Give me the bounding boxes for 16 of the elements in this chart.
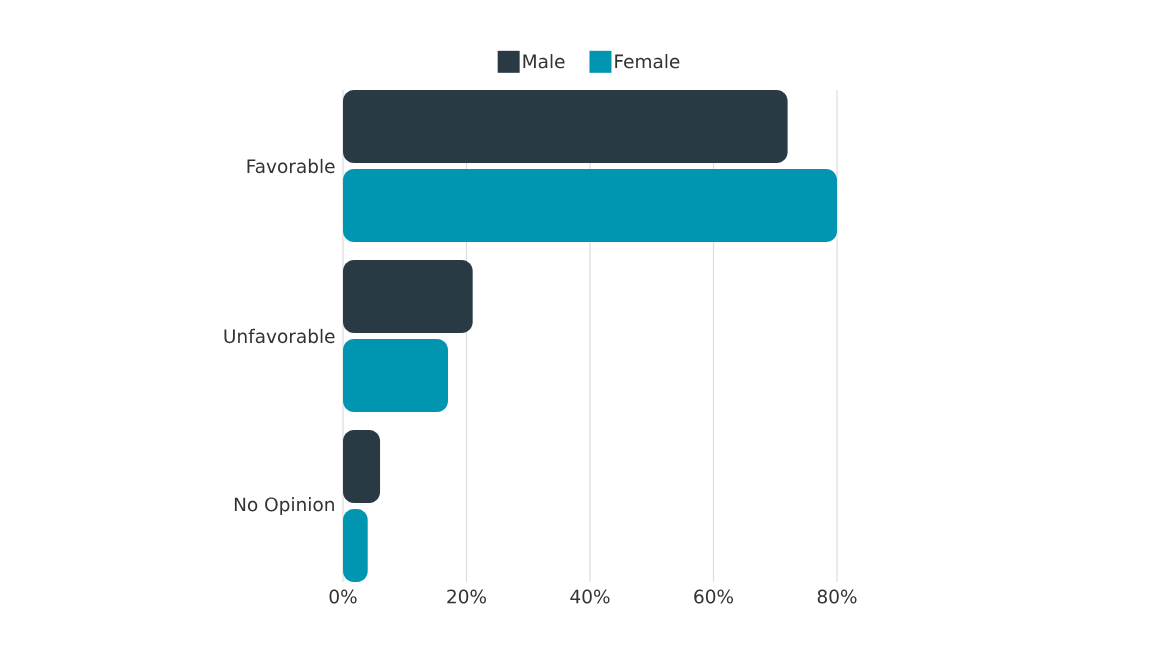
bar <box>343 90 788 164</box>
y-tick-label: No Opinion <box>234 497 334 515</box>
x-tick-label: 40% <box>570 589 610 604</box>
legend-label: Male <box>523 54 565 69</box>
x-tick-label: 0% <box>329 589 357 604</box>
bar <box>343 430 381 504</box>
y-tick-label: Unfavorable <box>224 328 335 344</box>
x-tick-label: 60% <box>694 589 734 604</box>
bar <box>343 338 448 412</box>
bar <box>343 168 838 242</box>
bar <box>343 508 368 583</box>
y-tick-label: Favorable <box>247 158 335 174</box>
x-tick-label: 20% <box>447 589 487 604</box>
legend-label: Female <box>615 54 680 69</box>
bar <box>343 260 473 334</box>
x-tick-label: 80% <box>817 589 857 604</box>
